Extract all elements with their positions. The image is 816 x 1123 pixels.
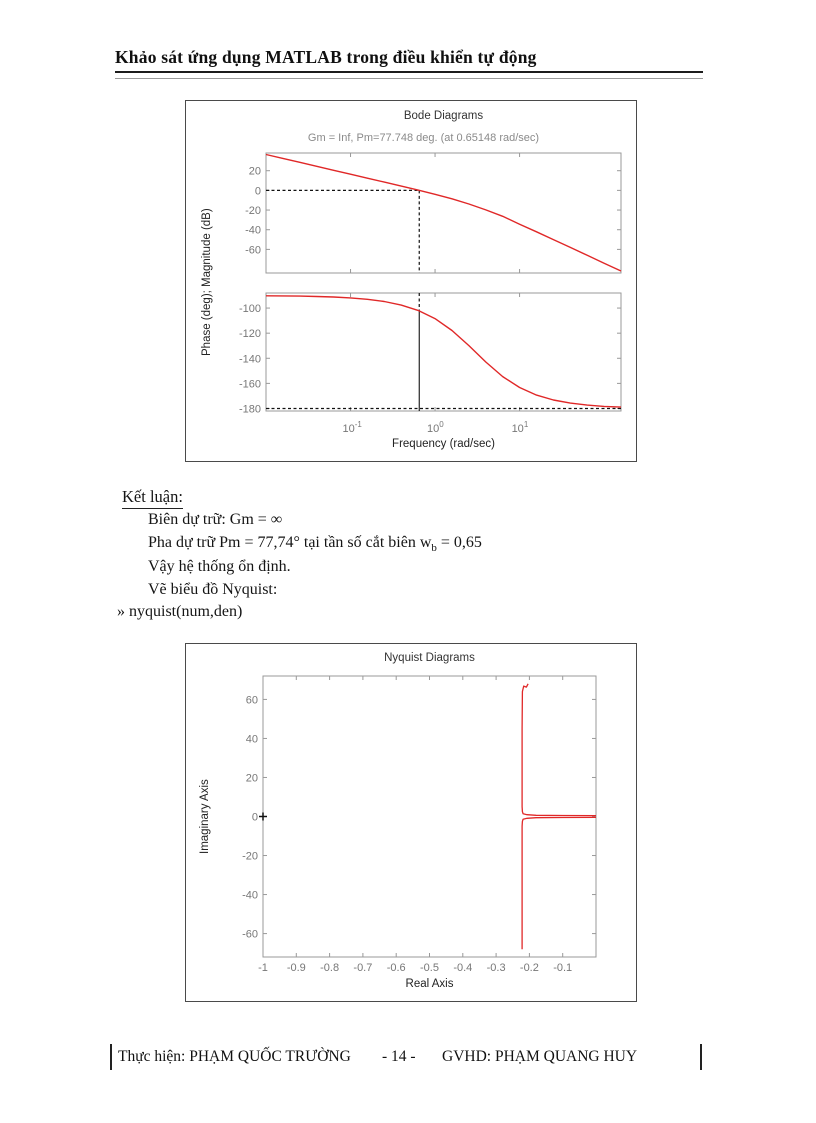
matlab-command: » nyquist(num,den) xyxy=(117,603,243,620)
upper-branch-curve xyxy=(521,683,597,817)
conclusion-line-gain-margin: Biên dự trữ: Gm = ∞ xyxy=(148,511,283,528)
real-tick-label: -0.1 xyxy=(553,962,572,974)
bode-ylabel: Phase (deg); Magnitude (dB) xyxy=(201,208,213,356)
real-tick-label: -0.3 xyxy=(487,962,506,974)
bode-figure: Bode Diagrams Gm = Inf, Pm=77.748 deg. (… xyxy=(185,100,637,462)
footer-author: Thực hiện: PHẠM QUỐC TRƯỜNG xyxy=(118,1048,351,1065)
phase-ytick-label: -100 xyxy=(239,303,261,315)
subscript-b: b xyxy=(431,542,437,555)
real-tick-label: -0.7 xyxy=(353,962,372,974)
imag-tick-label: 60 xyxy=(246,694,258,706)
bode-subtitle: Gm = Inf, Pm=77.748 deg. (at 0.65148 rad… xyxy=(307,132,540,144)
nyquist-title: Nyquist Diagrams xyxy=(384,652,475,664)
bode-title: Bode Diagrams xyxy=(403,110,484,122)
imag-tick-label: -40 xyxy=(242,890,258,902)
nyquist-plot-border xyxy=(262,675,597,958)
real-tick-label: -0.8 xyxy=(320,962,339,974)
real-tick-label: -0.5 xyxy=(420,962,439,974)
footer-advisor: GVHD: PHẠM QUANG HUY xyxy=(442,1048,638,1065)
freq-tick-label: 100 xyxy=(427,420,444,435)
magnitude-ytick-label: -20 xyxy=(245,205,261,217)
imag-tick-label: 40 xyxy=(246,733,258,745)
conclusion-line-stability: Vậy hệ thống ổn định. xyxy=(148,558,291,575)
magnitude-dB-curve xyxy=(265,153,622,272)
magnitude-ytick-label: -40 xyxy=(245,225,261,237)
bode-chart: 20 0 -20 -40 -60 -100 -120 -140 -160 -180 10-1 100 1… xyxy=(239,152,622,435)
phase-ytick-label: -160 xyxy=(239,378,261,390)
imag-tick-label: -60 xyxy=(242,929,258,941)
page-title: Khảo sát ứng dụng MATLAB trong điều khiể… xyxy=(115,47,703,73)
conclusion-heading: Kết luận: xyxy=(122,487,183,509)
phase-margin-text: Pha dự trữ Pm = 77,74° tại tần số cắt bi… xyxy=(148,534,432,551)
imag-tick-label: -20 xyxy=(242,851,258,863)
nyquist-chart: -1 -0.9 -0.8 -0.7 -0.6 -0.5 -0.4 -0.3 -0.2 -0.1 60… xyxy=(242,675,597,974)
magnitude-ytick-label: -60 xyxy=(245,244,261,256)
real-tick-label: -0.4 xyxy=(453,962,472,974)
imag-tick-label: 20 xyxy=(246,772,258,784)
freq-tick-label: 101 xyxy=(512,420,529,435)
magnitude-ytick-label: 0 xyxy=(255,185,261,197)
footer-page-number: - 14 - xyxy=(382,1048,416,1065)
phase-ytick-label: -180 xyxy=(239,403,261,415)
footer-right-bar xyxy=(700,1044,702,1070)
freq-tick-label: 10-1 xyxy=(343,420,363,435)
magnitude-ytick-label: 20 xyxy=(249,166,261,178)
lower-branch-curve xyxy=(521,816,597,950)
real-tick-label: -1 xyxy=(258,962,268,974)
footer-left-bar xyxy=(110,1044,112,1070)
conclusion-line-nyquist: Vẽ biểu đồ Nyquist: xyxy=(148,581,278,598)
conclusion-line-phase-margin: Pha dự trữ Pm = 77,74° tại tần số cắt bi… xyxy=(148,534,482,554)
phase-deg-curve xyxy=(265,295,622,408)
bode-xlabel: Frequency (rad/sec) xyxy=(392,438,495,450)
magnitude-plot-border xyxy=(265,152,622,274)
nyquist-xlabel: Real Axis xyxy=(405,978,454,990)
real-tick-label: -0.6 xyxy=(387,962,406,974)
phase-margin-value: = 0,65 xyxy=(436,534,482,551)
phase-plot-border xyxy=(265,292,622,412)
nyquist-figure: Nyquist Diagrams -1 -0.9 -0.8 -0.7 -0.6 -0.5-… xyxy=(185,643,637,1002)
imag-tick-label: 0 xyxy=(252,812,258,824)
phase-ytick-label: -140 xyxy=(239,353,261,365)
phase-ytick-label: -120 xyxy=(239,328,261,340)
header-rule xyxy=(115,78,703,79)
real-tick-label: -0.9 xyxy=(287,962,306,974)
real-tick-label: -0.2 xyxy=(520,962,539,974)
nyquist-ylabel: Imaginary Axis xyxy=(199,779,211,854)
